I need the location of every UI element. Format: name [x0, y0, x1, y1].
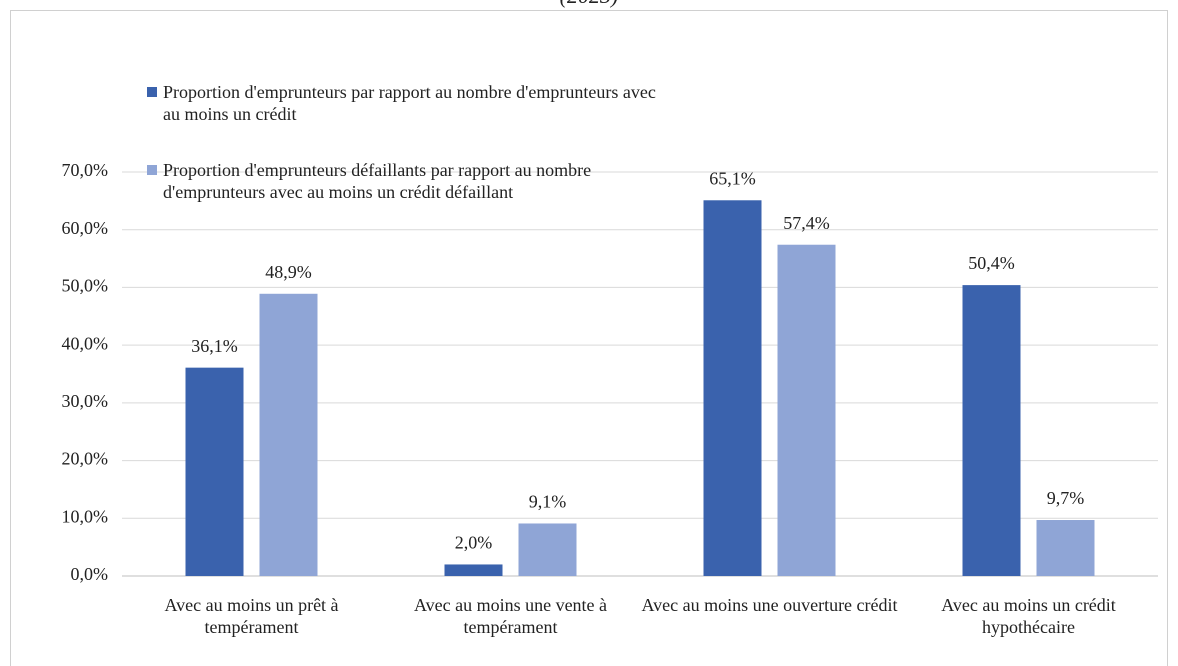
x-tick-label: Avec au moins un crédit hypothécaire — [941, 595, 1116, 637]
legend-swatch — [147, 87, 157, 97]
bar — [185, 367, 244, 576]
value-label: 48,9% — [265, 262, 312, 282]
bar — [962, 285, 1021, 576]
y-tick-label: 10,0% — [62, 506, 109, 526]
x-tick-label: Avec au moins une ouverture crédit — [641, 595, 898, 615]
y-tick-label: 50,0% — [62, 276, 109, 296]
legend-label: Proportion d'emprunteurs par rapport au … — [163, 82, 656, 124]
bar — [259, 293, 318, 576]
legend-swatch — [147, 165, 157, 175]
bar — [518, 523, 577, 576]
bar — [777, 244, 836, 576]
value-label: 9,7% — [1047, 488, 1085, 508]
legend-label: Proportion d'emprunteurs défaillants par… — [163, 160, 592, 202]
y-tick-label: 40,0% — [62, 333, 109, 353]
bar — [444, 564, 503, 576]
x-tick-label: Avec au moins un prêt à tempérament — [164, 595, 339, 637]
bar — [703, 200, 762, 576]
value-label: 2,0% — [455, 533, 493, 553]
value-label: 36,1% — [191, 336, 238, 356]
y-tick-label: 30,0% — [62, 391, 109, 411]
value-label: 50,4% — [968, 253, 1015, 273]
value-label: 57,4% — [783, 213, 830, 233]
y-tick-label: 60,0% — [62, 218, 109, 238]
value-label: 9,1% — [529, 492, 567, 512]
y-tick-label: 0,0% — [71, 564, 109, 584]
value-label: 65,1% — [709, 168, 756, 188]
chart-title: (2023) — [560, 0, 619, 8]
y-tick-label: 70,0% — [62, 160, 109, 180]
bar — [1036, 520, 1095, 576]
x-tick-label: Avec au moins une vente à tempérament — [413, 595, 608, 637]
y-tick-label: 20,0% — [62, 449, 109, 469]
chart-border — [10, 10, 1168, 666]
